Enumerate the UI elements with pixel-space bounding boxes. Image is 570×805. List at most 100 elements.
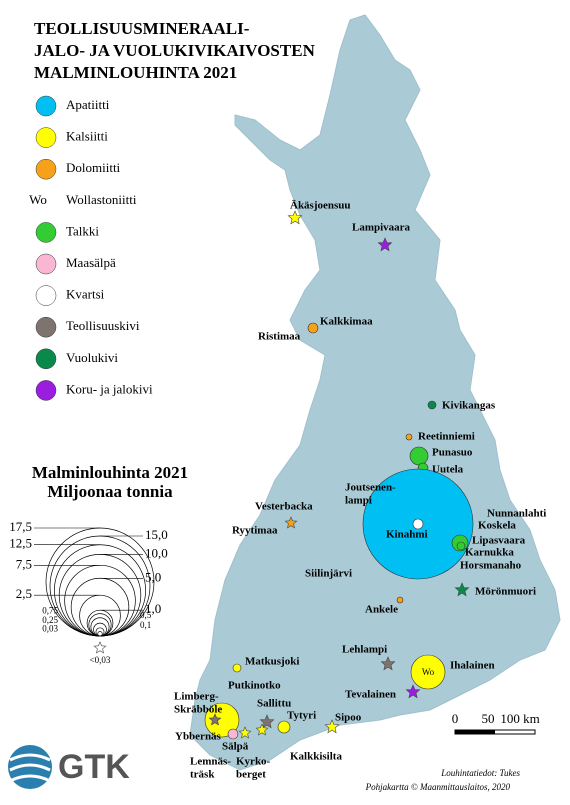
size-label: 0,03 <box>42 624 58 634</box>
site-symbol <box>284 516 298 529</box>
size-circle <box>54 544 146 637</box>
logo-text: GTK <box>58 748 130 786</box>
site-label: Lampivaara <box>352 222 411 234</box>
site-symbol <box>204 702 240 738</box>
site-symbol <box>380 656 396 671</box>
site-label: Koskela <box>478 520 516 532</box>
site-label: Ybbernäs <box>175 731 222 743</box>
site-label: Sälpä <box>222 741 249 753</box>
site-symbol <box>410 654 446 690</box>
site-label: Kivikangas <box>442 400 496 412</box>
site-symbol <box>324 719 340 734</box>
site-label: Uutela <box>432 464 464 476</box>
site-label: Ristimaa <box>258 331 301 343</box>
site-symbol <box>456 541 466 551</box>
site-label: Joutsenen- <box>345 482 396 494</box>
site-label: Ryytimaa <box>232 525 278 537</box>
site-label: Sallittu <box>257 698 291 710</box>
finland-shape <box>189 14 561 771</box>
legend-swatch <box>35 222 57 243</box>
title: MALMINLOUHINTA 2021 <box>34 63 237 82</box>
legend-label: Apatiitti <box>66 97 110 112</box>
site-label: lampi <box>345 495 372 507</box>
size-label: 15,0 <box>145 527 168 542</box>
site-symbol <box>238 726 252 739</box>
site-label: Punasuo <box>432 447 473 459</box>
legend-label: Talkki <box>66 223 99 238</box>
legend-label: Wollastoniitti <box>66 192 137 207</box>
size-label: 0,5 <box>140 610 152 620</box>
size-label: 5,0 <box>145 569 161 584</box>
legend-label: Kvartsi <box>66 287 105 302</box>
size-circle <box>95 627 105 637</box>
size-label: 2,5 <box>16 586 32 601</box>
site-symbol <box>396 596 404 604</box>
site-label: Tytyri <box>287 710 316 722</box>
site-symbol <box>377 237 393 252</box>
site-symbol <box>259 714 275 729</box>
size-label: 0,1 <box>140 620 151 630</box>
scale-label: 100 km <box>500 711 539 726</box>
site-symbol <box>405 433 413 441</box>
size-circle <box>79 594 121 637</box>
credit: Pohjakartta © Maanmittauslaitos, 2020 <box>365 782 511 792</box>
size-min-label: <0,03 <box>90 655 111 665</box>
site-symbol <box>255 723 269 736</box>
legend-swatch <box>35 285 57 306</box>
site-label: Horsmanaho <box>460 560 522 572</box>
wo-mark: Wo <box>422 667 435 677</box>
size-circle <box>97 631 103 637</box>
site-label: Tevalainen <box>345 689 396 701</box>
title: JALO- JA VUOLUKIVIKAIVOSTEN <box>34 41 316 60</box>
scale-label: 0 <box>452 711 459 726</box>
logo <box>8 745 52 789</box>
site-symbol <box>307 322 319 334</box>
legend-label: Teollisuuskivi <box>66 318 140 333</box>
site-symbol <box>405 684 421 699</box>
site-label: Karnukka <box>465 547 514 559</box>
title: TEOLLISUUSMINERAALI- <box>34 19 250 38</box>
site-label: Mörönmuori <box>475 586 536 598</box>
legend-label: Vuolukivi <box>66 350 118 365</box>
site-label: Lipasvaara <box>472 535 526 547</box>
size-circle <box>64 564 136 637</box>
legend-swatch <box>35 380 57 401</box>
legend-label: Dolomiitti <box>66 160 121 175</box>
site-label: Kalkkisilta <box>290 751 342 763</box>
legend-symbol: Wo <box>29 192 47 207</box>
site-label: berget <box>236 769 266 781</box>
legend-label: Koru- ja jalokivi <box>66 381 153 396</box>
size-label: 12,5 <box>9 536 32 551</box>
site-symbol <box>427 400 437 410</box>
legend-swatch <box>35 158 57 180</box>
site-symbol <box>412 518 424 530</box>
site-label: träsk <box>190 769 215 781</box>
site-label: Lemnäs- <box>190 756 231 768</box>
size-circle <box>90 617 110 637</box>
legend-swatch <box>35 127 57 148</box>
site-label: Lehlampi <box>342 644 387 656</box>
site-symbol <box>409 446 429 466</box>
site-symbol <box>93 641 107 654</box>
legend-swatch <box>35 95 57 117</box>
scale-label: 50 <box>482 711 495 726</box>
site-label: Kyrko- <box>236 756 271 768</box>
size-legend-title: Malminlouhinta 2021 <box>32 463 188 482</box>
site-label: Skräbböle <box>174 704 222 716</box>
site-label: Matkusjoki <box>245 656 299 668</box>
size-circle <box>70 577 130 637</box>
size-circle <box>49 535 151 637</box>
site-symbol <box>454 582 470 597</box>
site-label: Reetinniemi <box>418 431 475 443</box>
site-label: Äkäsjoensuu <box>290 199 351 212</box>
site-symbol <box>208 713 222 726</box>
site-label: Kalkkimaa <box>320 316 373 328</box>
legend-swatch <box>35 253 57 275</box>
site-label: Limberg- <box>174 691 219 703</box>
credit: Louhintatiedot: Tukes <box>440 768 520 778</box>
legend-swatch <box>35 316 57 338</box>
site-label: Nunnanlahti <box>487 508 546 520</box>
site-label: Kinahmi <box>386 529 428 541</box>
site-symbol <box>227 728 239 740</box>
